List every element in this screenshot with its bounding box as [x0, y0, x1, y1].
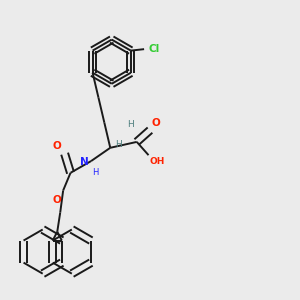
Text: H: H [128, 120, 134, 129]
Text: O: O [53, 141, 62, 151]
Text: Cl: Cl [148, 44, 160, 54]
Text: OH: OH [149, 157, 165, 166]
Text: O: O [152, 118, 160, 128]
Text: O: O [52, 195, 61, 205]
Text: H: H [116, 140, 122, 149]
Text: N: N [80, 157, 89, 166]
Text: H: H [92, 167, 99, 176]
